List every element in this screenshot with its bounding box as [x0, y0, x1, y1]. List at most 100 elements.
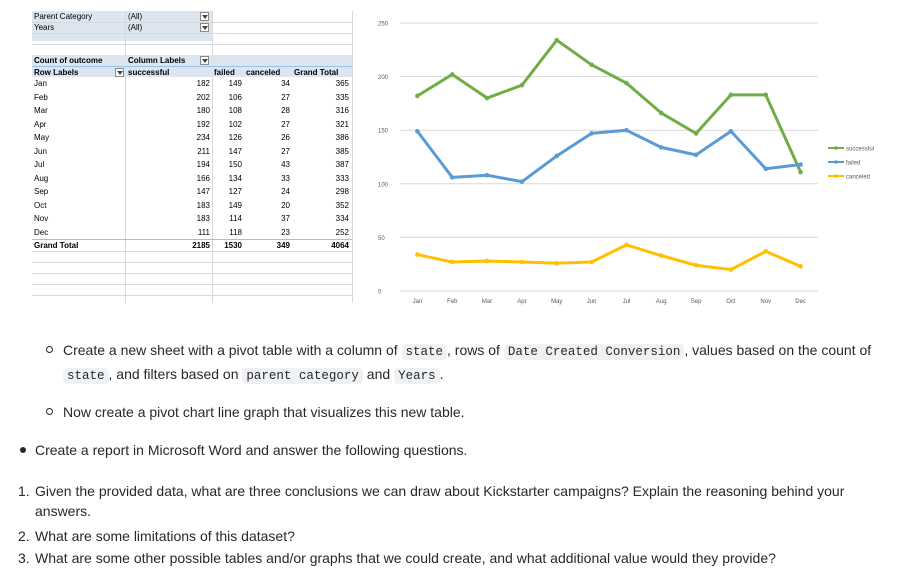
data-point-canceled	[449, 259, 455, 265]
pivot-line-chart[interactable]: 0 50 100 150 200 250 Jan Feb Mar Apr May Jun Jul Aug S…	[360, 8, 908, 308]
pivot-cell: 24	[281, 187, 290, 196]
row-label-sep: Sep	[34, 187, 49, 196]
pivot-cell: 298	[335, 187, 349, 196]
data-point-canceled	[798, 264, 803, 269]
x-tick-label: Oct	[726, 299, 736, 305]
pivot-cell: 111	[197, 227, 210, 237]
instr-text: and	[362, 366, 395, 382]
pivot-cell: 386	[335, 133, 349, 142]
col-header-grand-total: Grand Total	[294, 68, 339, 77]
code-date-created-conversion: Date Created Conversion	[503, 344, 685, 360]
pivot-cell: 166	[196, 173, 210, 183]
pivot-table-sheet: Parent Category (All) Years (All) Count …	[32, 11, 353, 303]
y-tick-label: 200	[378, 75, 389, 81]
sub-bullet	[46, 346, 53, 353]
data-point-failed	[658, 145, 664, 150]
data-point-failed	[693, 152, 699, 158]
row-label-jul: Jul	[34, 160, 45, 169]
x-tick-label: Nov	[760, 299, 771, 305]
instruction-word-report: Create a report in Microsoft Word and an…	[35, 442, 468, 458]
pivot-cell: 114	[229, 214, 242, 223]
data-point-failed	[484, 172, 490, 178]
pivot-cell: 37	[281, 214, 290, 223]
y-tick-label: 250	[378, 22, 389, 28]
question-2-text: What are some limitations of this datase…	[35, 528, 295, 544]
grand-total-band	[32, 239, 352, 252]
instruction-pivot-chart: Now create a pivot chart line graph that…	[63, 404, 465, 420]
question-1-text-cont: answers.	[35, 503, 92, 519]
col-header-failed: failed	[214, 68, 235, 77]
data-point-successful	[554, 37, 560, 43]
x-tick-label: Jan	[413, 299, 423, 305]
pivot-cell: 27	[281, 146, 290, 156]
pivot-cell: 43	[281, 160, 290, 169]
col-header-successful: successful	[128, 68, 170, 77]
x-tick-label: Mar	[482, 299, 492, 305]
column-labels-filter-icon[interactable]	[200, 56, 209, 65]
code-state: state	[63, 368, 109, 384]
data-point-canceled	[624, 242, 629, 248]
pivot-cell: 34	[281, 79, 290, 88]
values-header: Count of outcome	[34, 56, 103, 65]
data-point-failed	[624, 127, 629, 133]
pivot-cell: 180	[196, 106, 210, 115]
row-label-dec: Dec	[34, 227, 49, 237]
pivot-cell: 321	[335, 119, 349, 129]
data-point-canceled	[554, 260, 560, 266]
pivot-cell: 334	[335, 214, 349, 223]
row-label-jun: Jun	[34, 146, 47, 156]
data-point-successful	[763, 92, 769, 98]
pivot-cell: 352	[335, 200, 349, 210]
filter-dropdown-parent-category[interactable]	[200, 12, 209, 21]
pivot-cell: 365	[335, 79, 349, 88]
filter-dropdown-years[interactable]	[200, 23, 209, 32]
row-labels-dropdown[interactable]	[115, 68, 124, 77]
pivot-cell: 385	[335, 146, 349, 156]
y-tick-label: 100	[378, 182, 389, 188]
pivot-cell: 23	[281, 227, 290, 237]
pivot-cell: 335	[335, 92, 349, 102]
instr-text: , rows of	[447, 342, 504, 358]
pivot-cell: 28	[281, 106, 290, 115]
grand-total-all: 4064	[331, 241, 349, 250]
pivot-cell: 26	[281, 133, 290, 142]
filter-label-years: Years	[34, 23, 55, 32]
x-tick-label: Apr	[517, 299, 526, 305]
pivot-cell: 252	[335, 227, 349, 237]
row-label-mar: Mar	[34, 106, 48, 115]
pivot-cell: 333	[335, 173, 349, 183]
legend-marker-successful	[834, 146, 838, 150]
pivot-cell: 134	[228, 173, 242, 183]
series-line-successful	[415, 38, 803, 174]
instr-text: Create a new sheet with a pivot table wi…	[63, 342, 402, 358]
data-point-canceled	[484, 258, 490, 264]
legend-label-canceled: canceled	[846, 175, 870, 181]
sub-bullet	[46, 408, 53, 415]
pivot-cell: 183	[196, 200, 210, 210]
data-point-canceled	[728, 267, 734, 272]
pivot-cell: 150	[228, 160, 242, 169]
data-point-canceled	[693, 262, 699, 268]
row-label-may: May	[34, 133, 50, 142]
legend-label-failed: failed	[846, 161, 860, 167]
instr-text: .	[439, 366, 444, 382]
filter-value-parent-category: (All)	[128, 12, 143, 21]
pivot-cell: 126	[228, 133, 242, 142]
pivot-cell: 211	[197, 146, 210, 156]
pivot-cell: 108	[228, 106, 242, 115]
row-label-nov: Nov	[34, 214, 49, 223]
grand-total-failed: 1530	[224, 241, 242, 250]
data-point-successful	[693, 131, 699, 136]
pivot-cell: 27	[281, 92, 290, 102]
column-labels-header: Column Labels	[128, 56, 186, 65]
data-point-failed	[728, 128, 734, 134]
y-tick-label: 150	[378, 129, 389, 135]
x-tick-label: Jul	[623, 299, 631, 305]
pivot-cell: 316	[335, 106, 349, 115]
pivot-cell: 194	[196, 160, 210, 169]
bullet	[20, 447, 26, 453]
filter-label-parent-category: Parent Category	[34, 12, 93, 21]
pivot-cell: 202	[196, 92, 210, 102]
pivot-cell: 182	[196, 79, 210, 88]
data-point-successful	[624, 80, 629, 86]
